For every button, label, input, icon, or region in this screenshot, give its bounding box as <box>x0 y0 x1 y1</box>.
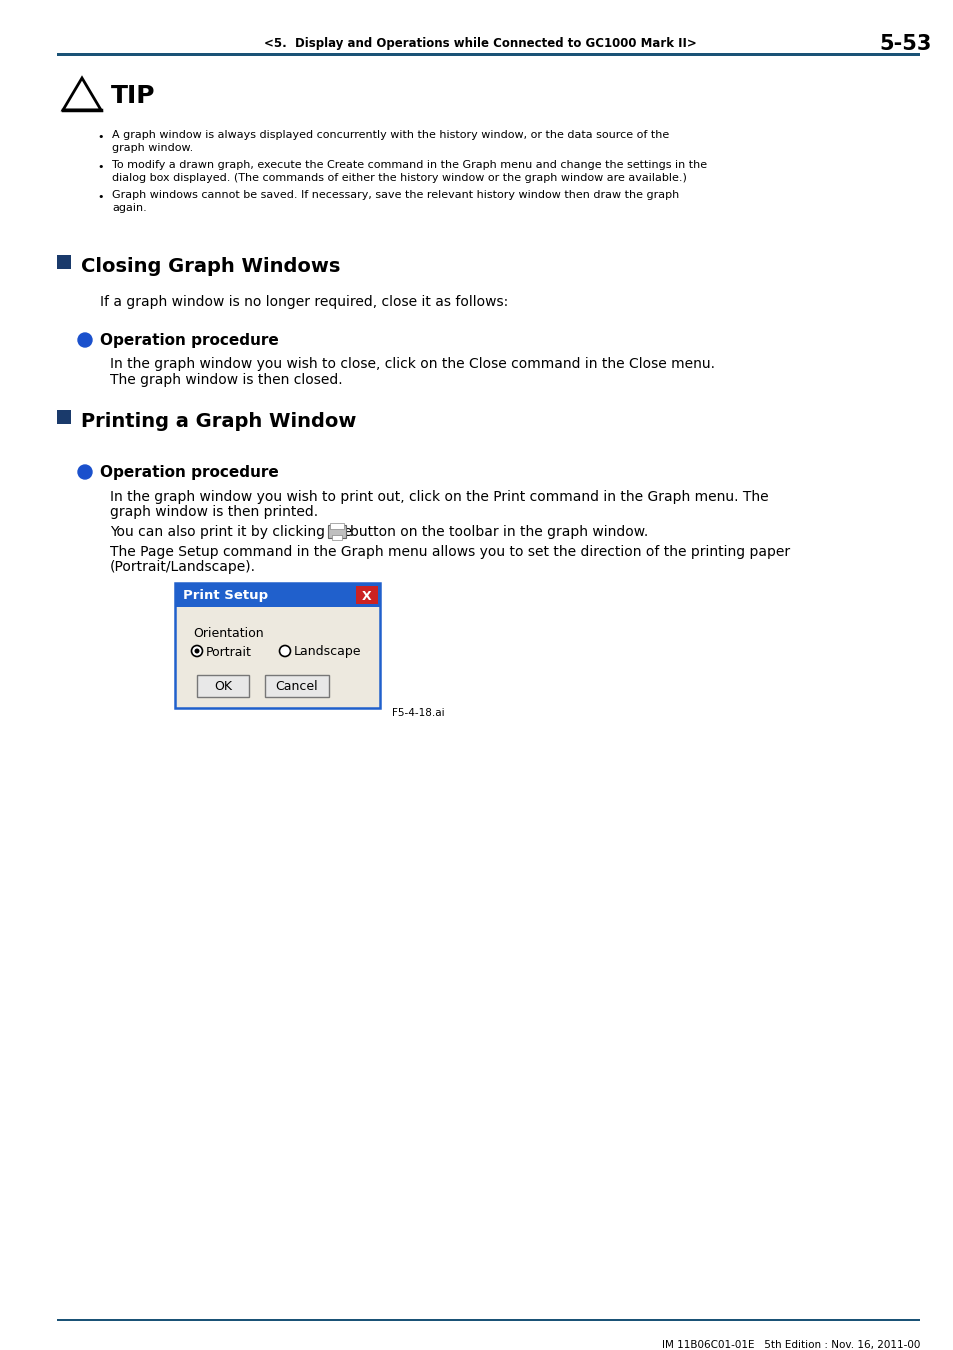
Text: •: • <box>97 132 103 142</box>
Text: 5-53: 5-53 <box>879 34 931 54</box>
Text: button on the toolbar in the graph window.: button on the toolbar in the graph windo… <box>350 525 648 539</box>
Text: You can also print it by clicking the: You can also print it by clicking the <box>110 525 352 539</box>
Text: Orientation: Orientation <box>193 626 263 640</box>
Text: TIP: TIP <box>111 84 155 108</box>
Bar <box>57 53 919 55</box>
Text: In the graph window you wish to print out, click on the Print command in the Gra: In the graph window you wish to print ou… <box>110 490 768 504</box>
Text: <5.  Display and Operations while Connected to GC1000 Mark II>: <5. Display and Operations while Connect… <box>263 38 696 50</box>
Text: X: X <box>362 590 372 603</box>
Text: •: • <box>97 192 103 202</box>
Circle shape <box>192 645 202 656</box>
Text: again.: again. <box>112 202 147 213</box>
Bar <box>57 255 71 269</box>
Circle shape <box>279 645 291 656</box>
Text: graph window is then printed.: graph window is then printed. <box>110 505 317 518</box>
Circle shape <box>78 464 91 479</box>
Text: graph window.: graph window. <box>112 143 193 153</box>
Bar <box>332 535 341 540</box>
Text: Closing Graph Windows: Closing Graph Windows <box>81 256 340 275</box>
Text: Graph windows cannot be saved. If necessary, save the relevant history window th: Graph windows cannot be saved. If necess… <box>112 190 679 200</box>
Text: Print Setup: Print Setup <box>183 590 268 602</box>
Bar <box>330 522 344 529</box>
Bar <box>57 1319 919 1322</box>
Text: Printing a Graph Window: Printing a Graph Window <box>81 412 356 431</box>
Bar <box>174 583 379 608</box>
Text: Landscape: Landscape <box>294 645 361 659</box>
Text: IM 11B06C01-01E   5th Edition : Nov. 16, 2011-00: IM 11B06C01-01E 5th Edition : Nov. 16, 2… <box>661 1341 919 1350</box>
Text: If a graph window is no longer required, close it as follows:: If a graph window is no longer required,… <box>100 296 508 309</box>
Text: Operation procedure: Operation procedure <box>100 464 278 481</box>
Text: Operation procedure: Operation procedure <box>100 333 278 348</box>
Text: dialog box displayed. (The commands of either the history window or the graph wi: dialog box displayed. (The commands of e… <box>112 173 686 184</box>
Text: (Portrait/Landscape).: (Portrait/Landscape). <box>110 560 255 574</box>
Text: The graph window is then closed.: The graph window is then closed. <box>110 373 342 387</box>
Text: To modify a drawn graph, execute the Create command in the Graph menu and change: To modify a drawn graph, execute the Cre… <box>112 161 706 170</box>
Bar <box>57 410 71 424</box>
Text: OK: OK <box>213 679 232 693</box>
Bar <box>328 525 346 539</box>
Text: •: • <box>97 162 103 171</box>
Text: Portrait: Portrait <box>206 645 252 659</box>
Bar <box>196 675 249 697</box>
Circle shape <box>78 333 91 347</box>
Text: Cancel: Cancel <box>275 679 318 693</box>
Text: In the graph window you wish to close, click on the Close command in the Close m: In the graph window you wish to close, c… <box>110 356 714 371</box>
Text: A graph window is always displayed concurrently with the history window, or the : A graph window is always displayed concu… <box>112 130 669 140</box>
Bar <box>265 675 329 697</box>
Text: The Page Setup command in the Graph menu allows you to set the direction of the : The Page Setup command in the Graph menu… <box>110 545 789 559</box>
Bar <box>174 583 379 707</box>
Text: F5-4-18.ai: F5-4-18.ai <box>392 707 444 718</box>
Bar <box>355 586 377 603</box>
Circle shape <box>194 648 199 653</box>
